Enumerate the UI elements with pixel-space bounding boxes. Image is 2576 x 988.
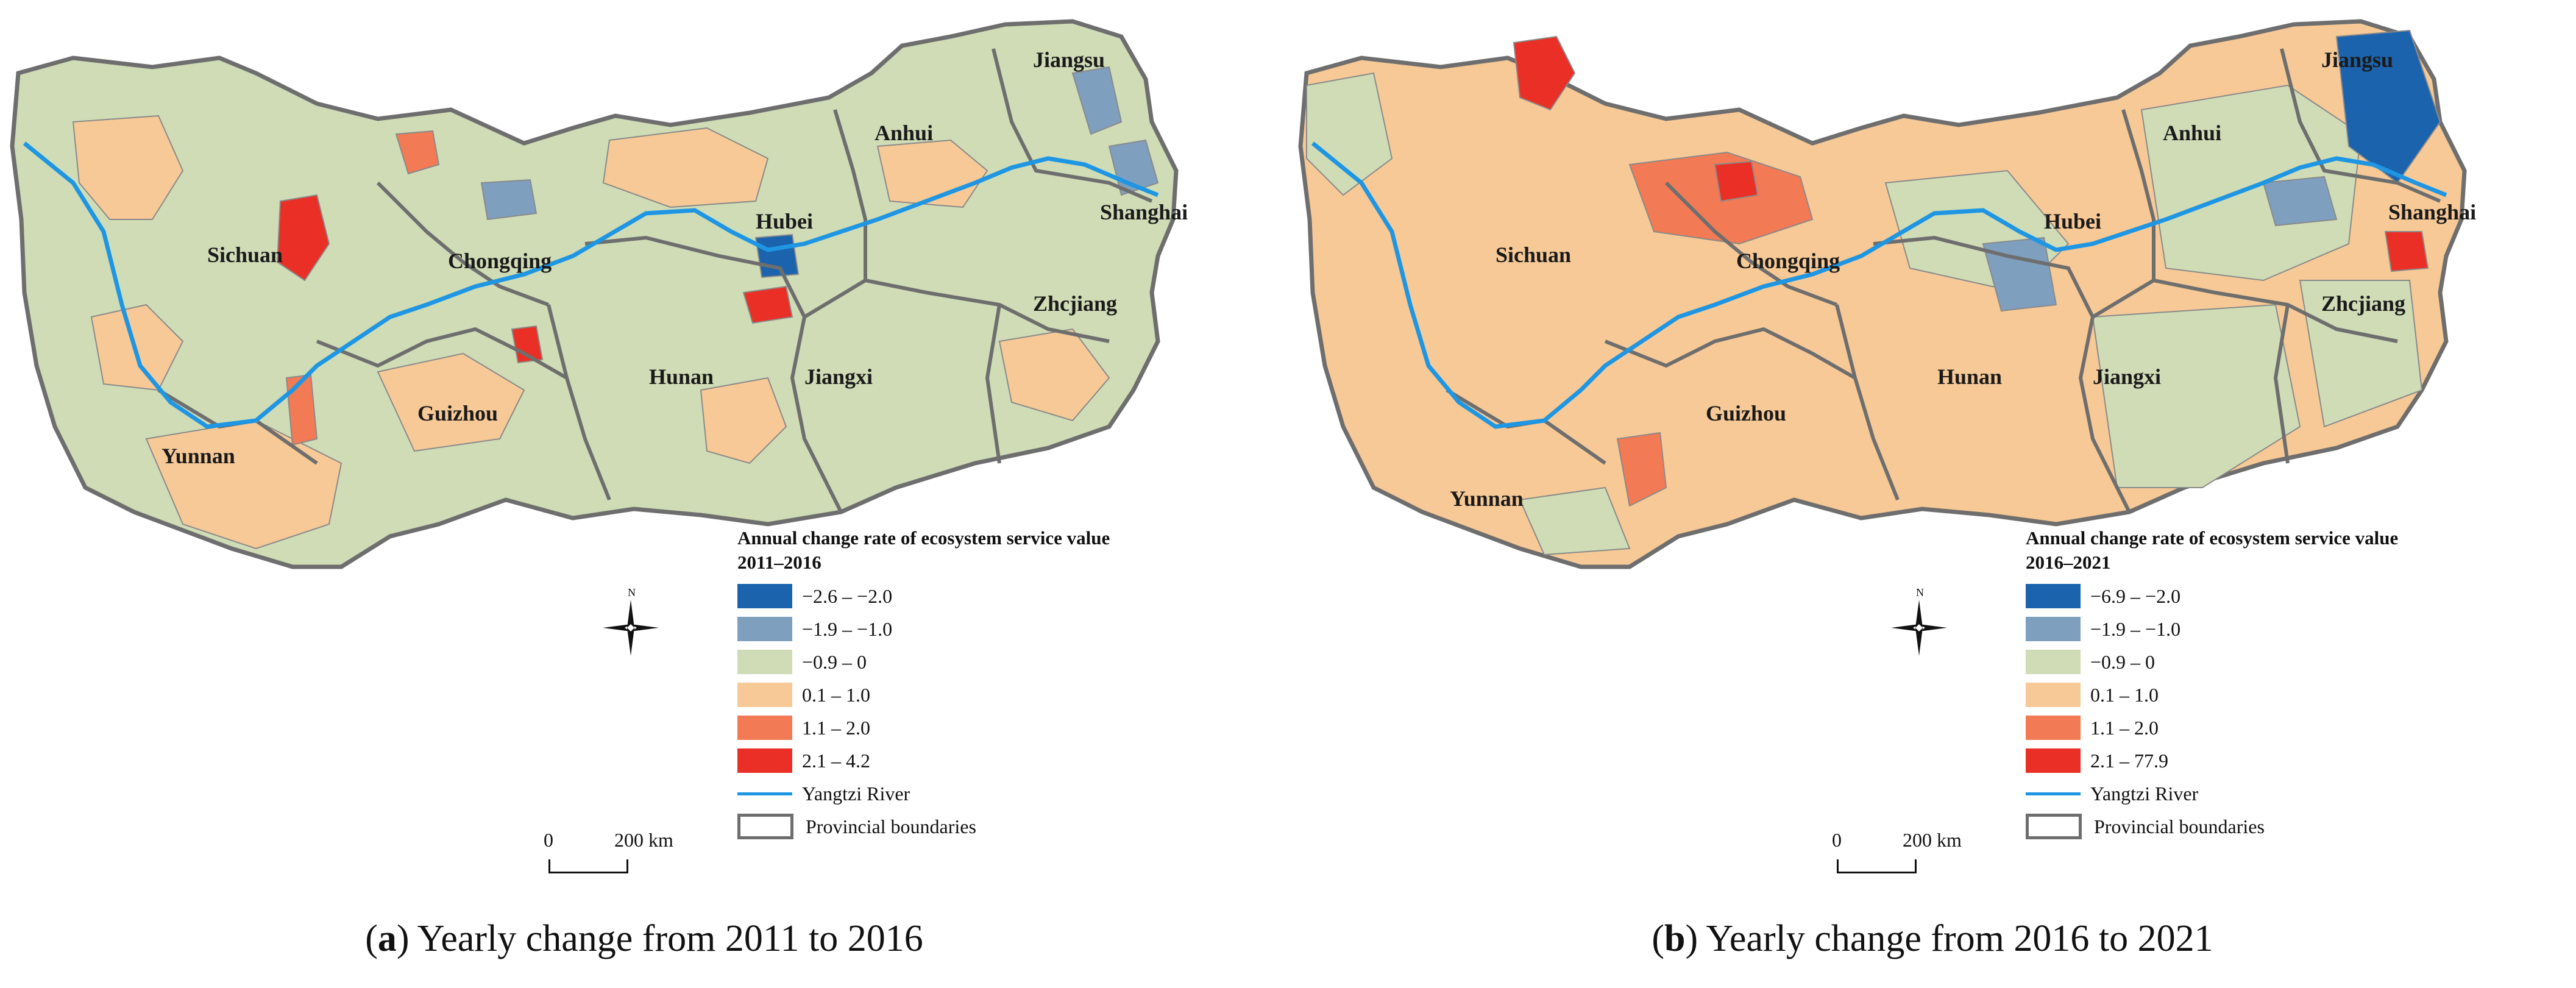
region-hubei-blue: [754, 233, 800, 279]
region-jiangsu-blue: [1071, 66, 1123, 135]
region-jiangsu-blue: [2335, 29, 2441, 184]
region-hubei-red: [742, 285, 793, 324]
legend-item: 2.1 – 4.2: [737, 744, 1286, 777]
region-west-orange: [90, 304, 184, 391]
scale-distance: 200 km: [1903, 829, 1962, 851]
province-label-zhejiang: Zhcjiang: [1033, 291, 1117, 316]
region-sichuan-coral: [395, 130, 440, 175]
legend-item: −2.6 – −2.0: [737, 580, 1286, 613]
legend-item: −6.9 – −2.0: [2026, 580, 2574, 613]
map-b: Sichuan Chongqing Guizhou Yunnan Hunan H…: [1298, 19, 2476, 569]
province-label-chongqing: Chongqing: [1736, 249, 1840, 273]
region-sichuan-orange: [72, 115, 184, 220]
north-arrow: N: [1889, 585, 1950, 658]
province-label-yunnan: Yunnan: [161, 444, 235, 468]
legend-item: −0.9 – 0: [2026, 645, 2574, 678]
map-panel-a: Sichuan Chongqing Guizhou Yunnan Hunan H…: [10, 19, 1286, 959]
region-fill-layer: [1298, 19, 2467, 569]
province-label-jiangxi: Jiangxi: [804, 364, 873, 389]
legend-period: 2011–2016: [737, 552, 821, 573]
province-label-jiangxi: Jiangxi: [2093, 364, 2161, 389]
region-chongqing-blue: [480, 179, 538, 221]
yangtze-river: [1311, 141, 2447, 429]
province-labels: Sichuan Chongqing Guizhou Yunnan Hunan H…: [1450, 48, 2476, 511]
yangtze-river: [23, 141, 1159, 429]
region-anhui-blue: [2262, 176, 2338, 227]
region-chongqing-red: [1714, 160, 1759, 202]
legend-title: Annual change rate of ecosystem service …: [737, 527, 1110, 549]
scale-zero: 0: [544, 829, 553, 851]
province-label-jiangsu: Jiangsu: [1033, 48, 1105, 72]
legend-item-boundaries: Provincial boundaries: [737, 810, 1286, 843]
legend-item: 0.1 – 1.0: [2026, 678, 2574, 711]
caption-a: (a) Yearly change from 2011 to 2016: [365, 918, 923, 959]
region-green-west: [1306, 72, 1393, 196]
region-sichuan-red: [276, 194, 330, 282]
legend-item: −1.9 – −1.0: [2026, 613, 2574, 645]
legend-item-river: Yangtzi River: [2026, 777, 2574, 810]
province-label-zhejiang: Zhcjiang: [2321, 291, 2405, 316]
legend-period: 2016–2021: [2026, 552, 2111, 573]
legend-item: 1.1 – 2.0: [2026, 711, 2574, 744]
region-green-yunnan: [1519, 486, 1631, 556]
region-green-zhejiang: [2299, 280, 2423, 428]
province-label-hubei: Hubei: [756, 209, 813, 233]
region-north-red: [1513, 35, 1576, 111]
province-label-anhui: Anhui: [875, 121, 933, 145]
province-label-yunnan: Yunnan: [1450, 486, 1524, 511]
region-guizhou-orange: [377, 352, 525, 452]
province-label-sichuan: Sichuan: [1496, 243, 1571, 267]
legend-item: −0.9 – 0: [737, 645, 1286, 678]
legend-item: 1.1 – 2.0: [737, 711, 1286, 744]
province-label-guizhou: Guizhou: [417, 401, 498, 425]
region-coral-south: [285, 374, 318, 446]
province-label-hubei: Hubei: [2044, 209, 2101, 233]
scale-zero: 0: [1832, 829, 1842, 851]
region-green-jiangxi: [2092, 304, 2301, 488]
provincial-boundaries: [157, 48, 1153, 513]
province-label-chongqing: Chongqing: [448, 249, 552, 273]
province-label-shanghai: Shanghai: [1100, 200, 1188, 224]
legend-item-boundaries: Provincial boundaries: [2026, 810, 2574, 843]
legend-a: Annual change rate of ecosystem service …: [737, 527, 1286, 843]
legend-item: 2.1 – 77.9: [2026, 744, 2574, 777]
scale-bar: 0 200 km: [1831, 829, 1989, 884]
region-fill-layer: [10, 19, 1179, 569]
legend-item: 0.1 – 1.0: [737, 678, 1286, 711]
scale-distance: 200 km: [614, 829, 673, 851]
province-label-sichuan: Sichuan: [207, 243, 283, 267]
legend-b: Annual change rate of ecosystem service …: [2026, 527, 2574, 843]
provincial-boundaries: [1446, 48, 2441, 513]
north-label: N: [1916, 586, 1924, 599]
region-green-east: [2140, 84, 2362, 282]
legend-item: −1.9 – −1.0: [737, 613, 1286, 645]
province-label-jiangsu: Jiangsu: [2321, 48, 2393, 72]
map-panel-b: Sichuan Chongqing Guizhou Yunnan Hunan H…: [1288, 0, 2576, 988]
province-label-guizhou: Guizhou: [1706, 401, 1786, 425]
north-arrow: N: [600, 585, 661, 658]
region-hubei-orange: [602, 127, 769, 208]
province-label-hunan: Hunan: [649, 364, 714, 389]
legend-item-river: Yangtzi River: [737, 777, 1286, 810]
province-label-shanghai: Shanghai: [2388, 200, 2476, 224]
region-guizhou-coral: [1616, 432, 1667, 507]
province-label-hunan: Hunan: [1937, 364, 2002, 389]
region-shanghai-red: [2384, 231, 2429, 272]
legend-title: Annual change rate of ecosystem service …: [2026, 527, 2399, 549]
north-label: N: [628, 586, 636, 599]
scale-bar: 0 200 km: [542, 829, 701, 884]
map-a: Sichuan Chongqing Guizhou Yunnan Hunan H…: [10, 19, 1188, 569]
province-labels: Sichuan Chongqing Guizhou Yunnan Hunan H…: [161, 48, 1188, 468]
caption-b: (b) Yearly change from 2016 to 2021: [1652, 918, 2213, 959]
region-hunan-orange: [700, 377, 787, 464]
province-label-anhui: Anhui: [2163, 121, 2221, 145]
